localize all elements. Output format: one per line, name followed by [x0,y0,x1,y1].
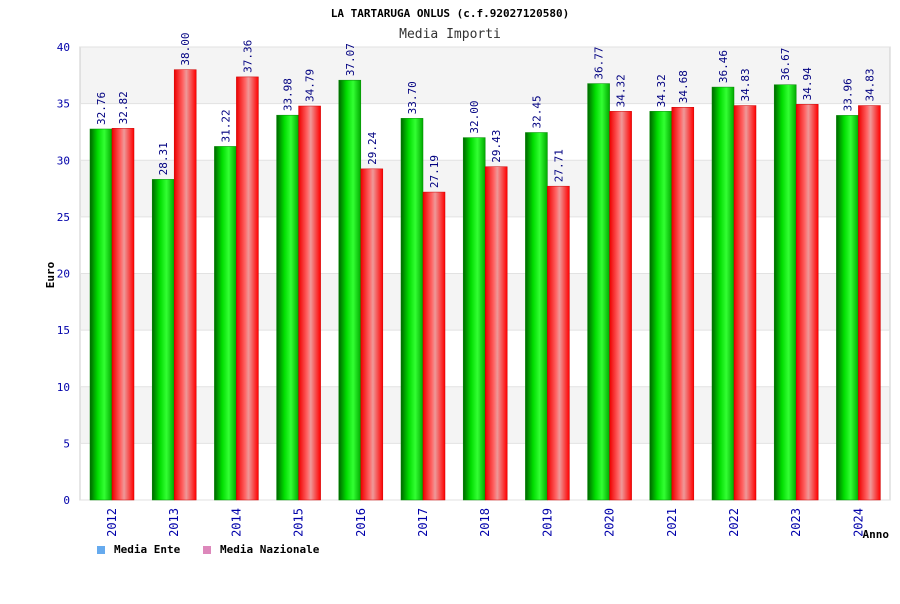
x-tick-label: 2012 [105,508,119,537]
bar-media-nazionale-2023 [795,104,819,501]
legend-label-media-ente: Media Ente [114,543,181,556]
x-tick-label: 2018 [478,508,492,537]
data-label: 27.71 [552,149,565,182]
data-label: 27.19 [428,155,441,188]
data-label: 34.79 [304,69,317,102]
legend: Media Ente Media Nazionale [97,543,320,556]
y-tick-label: 40 [57,41,70,54]
bar-media-ente-2023 [773,84,797,501]
x-axis-label: Anno [863,528,890,541]
x-tick-label: 2023 [789,508,803,537]
chart-title: LA TARTARUGA ONLUS (c.f.92027120580) [331,7,569,20]
data-label: 28.31 [157,142,170,175]
y-tick-label: 10 [57,381,70,394]
data-label: 32.00 [468,100,481,133]
bar-media-nazionale-2021 [671,106,695,501]
bar-media-ente-2012 [89,128,113,501]
bar-media-nazionale-2015 [298,105,321,501]
x-tick-label: 2022 [727,508,741,537]
data-label: 33.70 [406,81,419,114]
x-tick-label: 2014 [229,508,243,537]
data-label: 32.82 [117,91,130,124]
legend-label-media-nazionale: Media Nazionale [220,543,320,556]
y-tick-label: 30 [57,154,70,167]
data-label: 34.68 [677,70,690,103]
y-tick-label: 0 [63,494,70,507]
bar-media-nazionale-2024 [858,105,881,501]
data-label: 31.22 [219,109,232,142]
bar-media-ente-2016 [338,79,362,501]
bar-media-ente-2013 [151,179,175,501]
x-tick-label: 2021 [665,508,679,537]
x-tick-label: 2024 [851,508,865,537]
x-tick-label: 2019 [540,508,554,537]
legend-swatch-media-nazionale [203,546,211,554]
bar-media-ente-2018 [462,137,486,501]
data-label: 34.83 [739,68,752,101]
data-label: 32.76 [95,92,108,125]
data-label: 33.96 [841,78,854,111]
legend-swatch-media-ente [97,546,105,554]
y-tick-label: 35 [57,98,70,111]
data-label: 34.94 [801,67,814,100]
y-tick-label: 5 [63,437,70,450]
y-tick-label: 20 [57,268,70,281]
y-tick-labels: 0 5 10 15 20 25 30 35 40 [57,41,70,507]
data-labels: 32.76 32.82 28.31 38.00 31.22 37.36 33.98 34.79… [95,33,876,189]
bar-media-ente-2019 [525,132,548,501]
chart-subtitle: Media Importi [399,27,501,42]
bar-media-nazionale-2019 [547,185,570,501]
x-tick-label: 2013 [167,508,181,537]
bar-media-nazionale-2018 [484,166,508,501]
data-label: 37.36 [241,40,254,73]
data-label: 34.32 [615,74,628,107]
bar-media-ente-2015 [276,114,299,501]
x-tick-label: 2020 [603,508,617,537]
data-label: 34.83 [863,68,876,101]
data-label: 38.00 [179,33,192,66]
bar-media-nazionale-2017 [422,191,446,501]
data-label: 36.67 [779,48,792,81]
bar-media-ente-2020 [587,83,610,501]
data-label: 32.45 [530,95,543,128]
data-label: 37.07 [344,43,357,76]
data-label: 29.43 [490,130,503,163]
x-tick-label: 2016 [354,508,368,537]
x-tick-label: 2015 [292,508,306,537]
data-label: 34.32 [655,74,668,107]
grid-band [80,47,890,104]
bar-media-nazionale-2016 [360,168,384,501]
bar-media-nazionale-2012 [111,128,135,501]
bar-media-ente-2024 [836,115,859,501]
bar-media-nazionale-2013 [173,69,197,501]
y-tick-label: 25 [57,211,70,224]
data-label: 33.98 [282,78,295,111]
data-label: 36.77 [593,46,606,79]
bar-media-nazionale-2022 [733,105,757,501]
bar-media-ente-2021 [649,111,673,501]
bar-media-ente-2017 [400,118,424,501]
bar-media-ente-2014 [214,146,237,501]
y-tick-label: 15 [57,324,70,337]
x-tick-label: 2017 [416,508,430,537]
bar-media-nazionale-2014 [236,76,259,501]
bar-media-nazionale-2020 [609,111,632,501]
bars [89,69,881,501]
bar-media-ente-2022 [711,86,735,501]
x-tick-labels: 2012 2013 2014 2015 2016 2017 2018 2019 2020 2021… [105,508,865,537]
data-label: 36.46 [717,50,730,83]
y-axis-label: Euro [44,261,57,288]
data-label: 29.24 [366,131,379,164]
